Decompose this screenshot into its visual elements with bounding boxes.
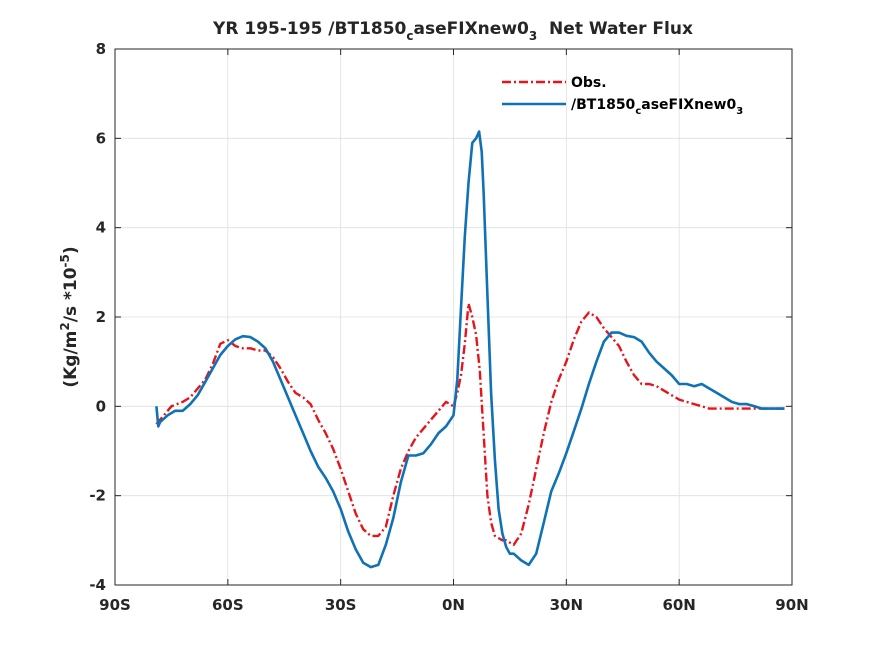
y-tick-label: -2 (89, 487, 106, 505)
chart-title: YR 195-195 /BT1850caseFIXnew03 Net Water… (212, 19, 693, 43)
data-series (155, 130, 785, 569)
x-tick-label: 60N (662, 596, 695, 614)
y-tick-label: 2 (96, 308, 106, 326)
x-tick-label: 30S (325, 596, 357, 614)
legend-label-obs: Obs. (571, 75, 607, 91)
y-tick-label: 0 (96, 397, 106, 415)
y-tick-label: -4 (89, 576, 106, 594)
legend-label-model: /BT1850caseFIXnew03 (571, 97, 743, 117)
y-tick-label: 6 (96, 129, 106, 147)
x-tick-label: 90S (99, 596, 131, 614)
model-series-line (155, 130, 785, 569)
x-tick-label: 90N (775, 596, 808, 614)
x-tick-label: 30N (550, 596, 583, 614)
y-tick-label: 8 (96, 40, 106, 58)
grid-lines (114, 48, 793, 586)
legend: Obs. /BT1850caseFIXnew03 (502, 75, 743, 117)
obs-series-line (155, 302, 785, 546)
y-tick-label: 4 (96, 219, 106, 237)
x-tick-label: 0N (442, 596, 465, 614)
x-tick-label: 60S (212, 596, 244, 614)
axis-ticks: 90S 60S 30S 0N 30N 60N 90N -4 -2 0 2 4 6 8 (89, 40, 808, 614)
y-axis-label: (Kg/m2/s *10-5) (58, 246, 81, 387)
